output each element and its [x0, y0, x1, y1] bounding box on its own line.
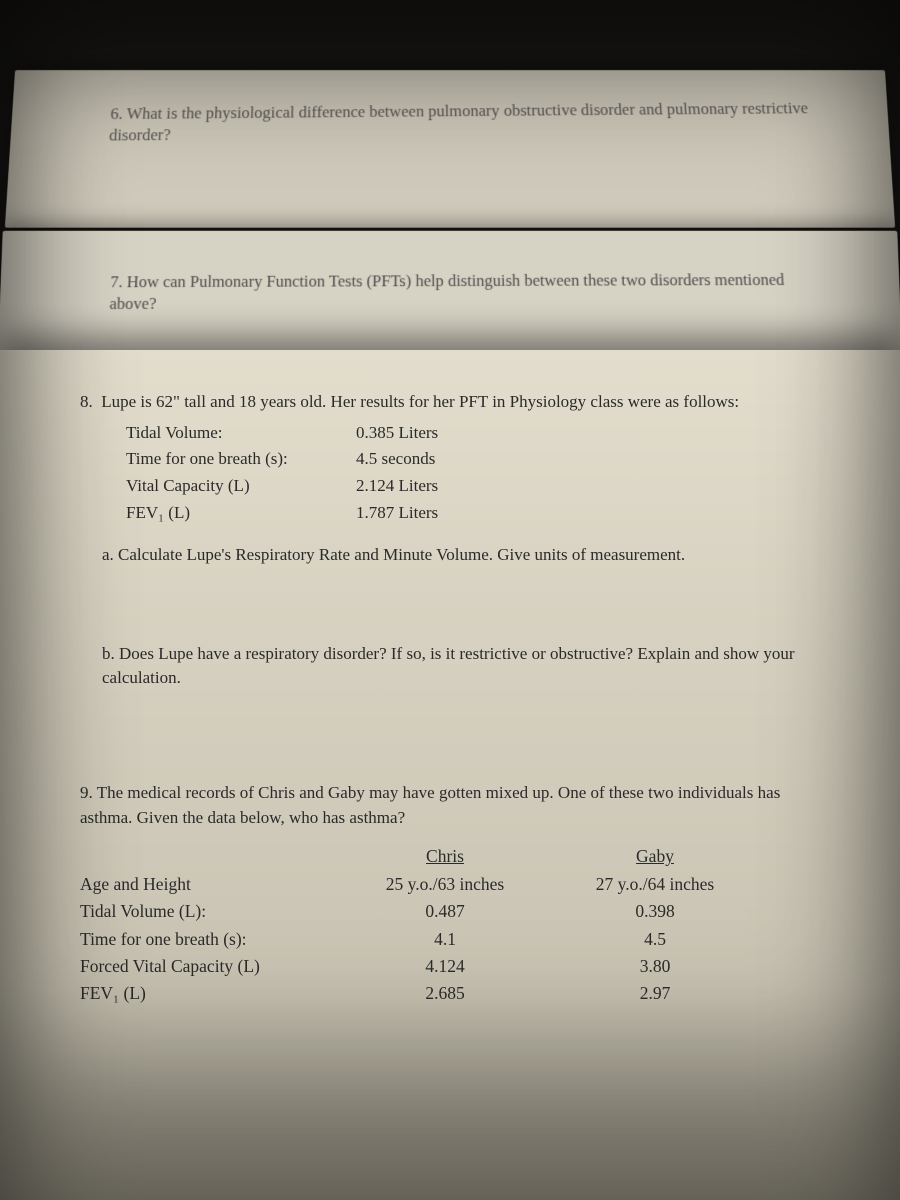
table-row-value: 2.124 Liters	[356, 474, 526, 499]
table-cell: 0.398	[550, 899, 760, 924]
question-6: 6. What is the physiological difference …	[0, 97, 900, 148]
q9-number: 9.	[80, 783, 93, 802]
table-row-label: Tidal Volume (L):	[80, 899, 340, 924]
q6-text: What is the physiological difference bet…	[109, 99, 809, 145]
table-header-empty	[80, 844, 340, 869]
q6-number: 6.	[110, 104, 123, 122]
table-row-label: Forced Vital Capacity (L)	[80, 954, 340, 979]
table-cell: 2.97	[550, 981, 760, 1006]
q9-text: The medical records of Chris and Gaby ma…	[80, 783, 780, 827]
table-row-label: Time for one breath (s):	[126, 447, 356, 472]
q7-text: How can Pulmonary Function Tests (PFTs) …	[109, 270, 784, 313]
table-row-value: 1.787 Liters	[356, 501, 526, 526]
table-header-gaby: Gaby	[550, 844, 760, 869]
q8-text: Lupe is 62" tall and 18 years old. Her r…	[101, 392, 739, 411]
table-cell: 25 y.o./63 inches	[340, 872, 550, 897]
photo-scene: 6. What is the physiological difference …	[0, 0, 900, 1200]
q9-lede: 9. The medical records of Chris and Gaby…	[80, 781, 830, 830]
question-8: 8. Lupe is 62" tall and 18 years old. He…	[80, 390, 830, 747]
table-row-label: FEV₁ (L)	[80, 981, 340, 1006]
q8-data-table: Tidal Volume: 0.385 Liters Time for one …	[80, 421, 830, 526]
q9-comparison-table: Chris Gaby Age and Height 25 y.o./63 inc…	[80, 844, 830, 1006]
table-row-label: Age and Height	[80, 872, 340, 897]
table-cell: 4.124	[340, 954, 550, 979]
question-9: 9. The medical records of Chris and Gaby…	[80, 781, 830, 1007]
table-row-label: Tidal Volume:	[126, 421, 356, 446]
worksheet-page: 8. Lupe is 62" tall and 18 years old. He…	[0, 350, 900, 1200]
table-cell: 27 y.o./64 inches	[550, 872, 760, 897]
table-row-label: FEV₁ (L)	[126, 501, 356, 526]
q8a: a. Calculate Lupe's Respiratory Rate and…	[80, 543, 830, 568]
paper-stack-edge-2	[5, 70, 895, 228]
table-cell: 4.5	[550, 927, 760, 952]
table-cell: 2.685	[340, 981, 550, 1006]
question-7: 7. How can Pulmonary Function Tests (PFT…	[0, 269, 900, 316]
q8-number: 8.	[80, 392, 93, 411]
table-row-label: Time for one breath (s):	[80, 927, 340, 952]
table-row-label: Vital Capacity (L)	[126, 474, 356, 499]
table-row-value: 4.5 seconds	[356, 447, 526, 472]
q8b: b. Does Lupe have a respiratory disorder…	[80, 642, 830, 691]
table-header-chris: Chris	[340, 844, 550, 869]
table-cell: 3.80	[550, 954, 760, 979]
table-row-value: 0.385 Liters	[356, 421, 526, 446]
table-cell: 4.1	[340, 927, 550, 952]
q7-number: 7.	[110, 272, 123, 291]
q8-lede: 8. Lupe is 62" tall and 18 years old. He…	[80, 390, 830, 415]
table-cell: 0.487	[340, 899, 550, 924]
